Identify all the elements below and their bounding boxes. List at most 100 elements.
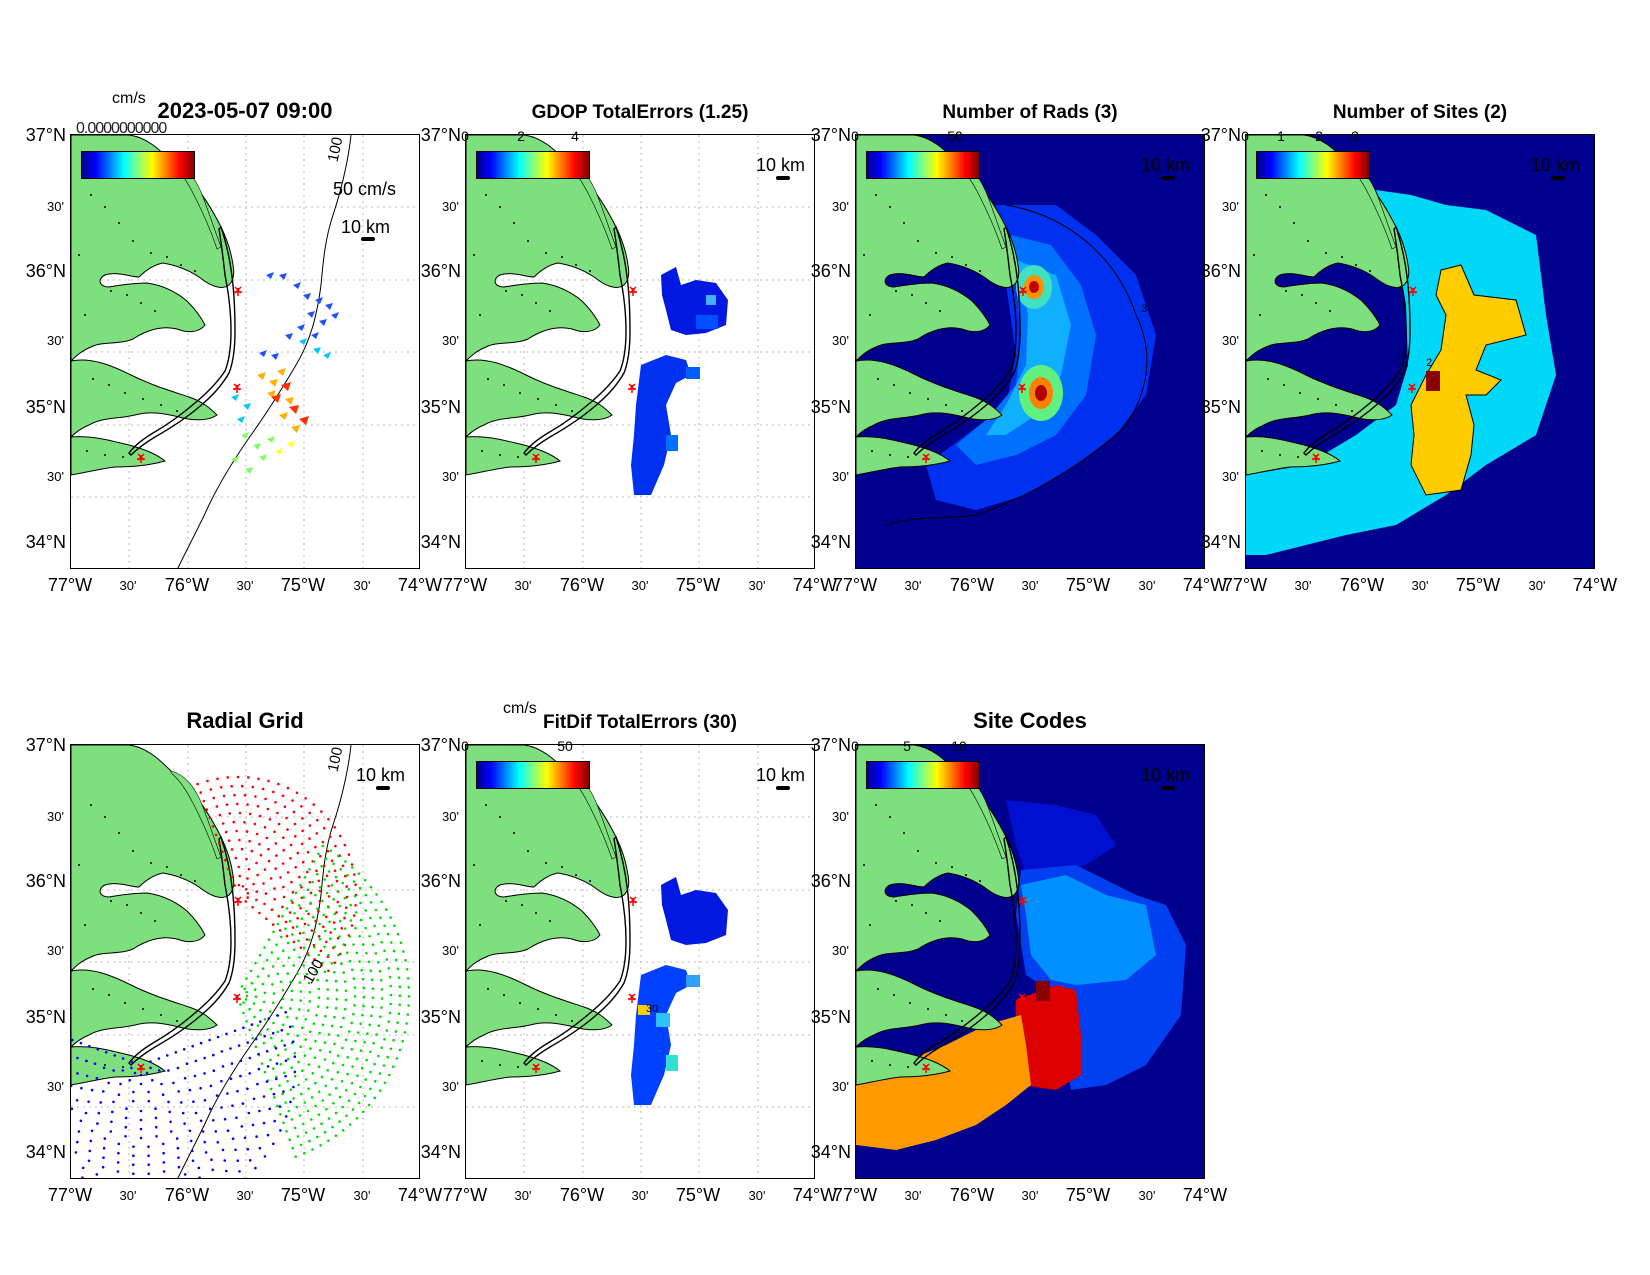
radial-grid-dot (188, 1088, 192, 1092)
radial-grid-dot (256, 873, 259, 877)
radial-grid-dot (323, 878, 326, 881)
y-label-35n: 35°N (810, 397, 851, 417)
gdop-colorbar (476, 151, 590, 179)
radial-grid-dot (199, 1119, 203, 1123)
radial-grid-dot (245, 830, 249, 833)
rads-map-svg (856, 135, 1204, 568)
radial-grid-dot (244, 888, 248, 891)
radial-grid-dot (362, 986, 366, 990)
x-label-77w: 77°W (832, 575, 878, 595)
radial-grid-dot (71, 1107, 74, 1111)
radial-grid-dot (258, 911, 261, 915)
radial-grid-dot (266, 1133, 270, 1137)
radial-grid-dot (286, 941, 290, 945)
radial-grid-dot (256, 1024, 260, 1027)
radial-grid-dot (302, 896, 305, 899)
radial-grid-dot (285, 1130, 288, 1133)
radial-grid-dot (288, 1025, 292, 1029)
totals-panel: 2023-05-07 09:00 cm/s 0.0000000000 50 cm… (26, 90, 442, 595)
radial-grid-dot (370, 1014, 373, 1018)
radial-grid-dot (242, 1001, 245, 1004)
radial-grid-dot (341, 881, 345, 885)
x-minor-2: 30' (236, 1188, 254, 1203)
radial-grid-dot (364, 909, 368, 912)
x-minor-2: 30' (631, 578, 649, 593)
rads-panel: Number of Rads (3) 10 km 3 0 50 37°N 30'… (811, 102, 1227, 595)
radial-grid-dot (380, 941, 384, 944)
radial-grid-dot (303, 1101, 306, 1104)
radial-grid-dot (290, 1118, 294, 1121)
radial-grid-dot (248, 812, 252, 816)
radial-grid-dot (350, 1021, 354, 1025)
radial-grid-dot (350, 1082, 354, 1085)
fitdif-map: 10 km 30 (465, 744, 815, 1179)
radial-grid-dot (352, 1012, 355, 1016)
y-label-36n: 36°N (810, 871, 851, 891)
radial-grid-dot (320, 865, 323, 868)
radial-grid-dot (282, 885, 285, 889)
radial-grid-dot (281, 949, 285, 952)
radial-grid-dot (324, 1084, 328, 1088)
radial-grid-dot (326, 997, 330, 1000)
radial-grid-dot (209, 1084, 213, 1088)
radial-grid-dot (212, 1053, 215, 1057)
radial-grid-dot (208, 1038, 211, 1042)
radial-grid-dot (284, 1074, 287, 1078)
radial-grid-dot (322, 913, 326, 917)
radial-grid-dot (377, 1054, 380, 1058)
y-minor-3: 30' (1222, 469, 1239, 484)
radial-grid-dot (268, 818, 272, 821)
y-minor-3: 30' (442, 469, 459, 484)
radial-grid-dot (272, 930, 275, 934)
radial-grid-dot (295, 925, 299, 928)
radial-grid-dot (227, 867, 230, 870)
radial-grid-dot (259, 853, 263, 857)
y-label-37n: 37°N (810, 735, 851, 755)
radial-grid-dot (293, 1055, 297, 1058)
radial-grid-dot (380, 1006, 383, 1009)
radial-grid-dot (284, 920, 288, 924)
radial-grid-dot (276, 811, 279, 815)
radial-grid-dot (284, 1115, 288, 1118)
radial-grid-dot (272, 1092, 276, 1096)
radial-grid-dot (398, 994, 402, 997)
radial-grid-dot (398, 1048, 402, 1052)
radial-grid-dot (367, 1103, 371, 1107)
radial-grid-dot (110, 1120, 113, 1124)
radial-grid-dot (371, 996, 375, 1000)
radial-grid-dot (319, 854, 322, 858)
radial-grid-dot (242, 1026, 245, 1029)
radial-grid-dot (346, 873, 349, 877)
radial-grid-dot (369, 1070, 372, 1074)
sites-tick-0: 0 (1241, 128, 1249, 144)
radial-grid-dot (139, 1127, 143, 1131)
radial-grid-dot (359, 1085, 362, 1089)
radial-grid-dot (311, 1072, 315, 1075)
sites-contour-label: 2 (1426, 357, 1433, 369)
radial-grid-dot (147, 1163, 150, 1166)
radial-grid-dot (263, 1070, 267, 1074)
y-label-34n: 34°N (810, 532, 851, 552)
radial-grid-dot (340, 962, 343, 965)
radial-grid-dot (350, 924, 354, 927)
radial-grid-dot (248, 1056, 252, 1060)
radial-grid-dot (243, 987, 247, 991)
radial-grid-dot (396, 932, 400, 936)
radial-grid-dot (310, 1096, 314, 1099)
radial-grid-dot (301, 829, 304, 833)
sites-panel: Number of Sites (2) 10 km 2 0 1 2 3 37°N… (1201, 102, 1617, 595)
radial-grid-dot (335, 988, 339, 992)
radial-grid-dot (241, 1102, 245, 1105)
radial-grid-dot (343, 980, 347, 983)
radial-grid-dot (292, 1097, 295, 1100)
radial-grid-dot (337, 953, 340, 957)
radial-grid-dot (341, 1063, 345, 1067)
radial-grid-dot (259, 1020, 262, 1023)
radial-grid-dot (87, 1159, 91, 1163)
gdop-tick-2: 2 (517, 128, 525, 144)
x-label-77w: 77°W (832, 1185, 878, 1205)
radial-grid-dot (277, 782, 280, 786)
colorbar (81, 151, 195, 179)
radial-grid-dot (308, 837, 311, 840)
radial-grid-dot (183, 1173, 187, 1176)
